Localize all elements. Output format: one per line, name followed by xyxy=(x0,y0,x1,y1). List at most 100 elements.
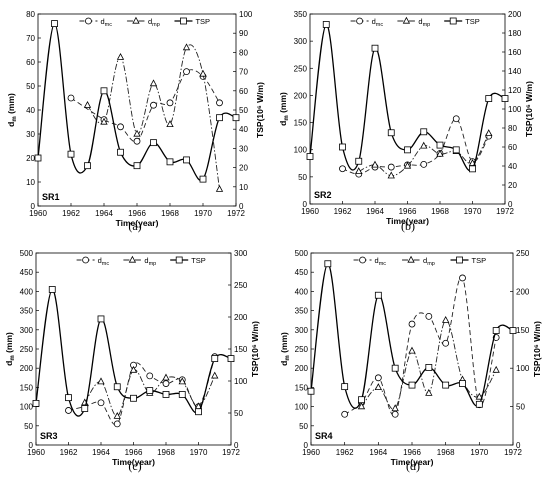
legend-label-tsp: TSP xyxy=(195,17,210,26)
x-tick-label: 1960 xyxy=(29,209,47,218)
legend-marker-TSP xyxy=(449,17,457,25)
data-point-dmp xyxy=(387,171,395,179)
data-point-TSP xyxy=(211,355,219,363)
data-point-dmp xyxy=(420,141,428,149)
data-point-TSP xyxy=(459,380,466,387)
legend: dmc dmp TSP xyxy=(79,16,210,28)
x-tick-label: 1964 xyxy=(369,448,387,457)
y-tick-label: 350 xyxy=(294,10,308,19)
y2-tick-label: 0 xyxy=(508,200,513,209)
y-tick-label: 70 xyxy=(26,34,35,43)
data-point-dmc xyxy=(166,99,174,107)
y2-tick-label: 0 xyxy=(516,441,521,450)
y2-axis-label: TSP(10⁶ W/m) xyxy=(250,321,260,377)
data-point-dmp xyxy=(357,402,366,410)
y-axis-label-unit: (mm) xyxy=(278,92,288,115)
y-tick-label: 200 xyxy=(295,364,309,373)
data-point-TSP xyxy=(178,391,186,398)
y-tick-label: 500 xyxy=(295,249,309,258)
y2-tick-label: 200 xyxy=(234,313,248,322)
y-axis-label: dm (mm) xyxy=(6,93,18,127)
data-point-dmc xyxy=(452,115,460,123)
data-point-TSP xyxy=(358,396,365,404)
series-TSP xyxy=(307,260,517,409)
data-point-dmp xyxy=(199,69,207,77)
x-tick-label: 1970 xyxy=(470,448,488,457)
y2-tick-label: 80 xyxy=(239,48,248,57)
y-axis-label-unit: (mm) xyxy=(279,332,289,355)
y2-tick-label: 200 xyxy=(516,287,530,296)
legend-label-main: d xyxy=(148,17,152,26)
data-point-dmp xyxy=(215,184,224,192)
y-axis-label-subscript: m xyxy=(285,355,291,360)
legend-marker-dmc xyxy=(356,17,364,25)
series-line-dmc xyxy=(68,356,216,426)
data-point-TSP xyxy=(420,128,428,136)
y2-tick-label: 60 xyxy=(239,87,248,96)
y-axis-label-main: d xyxy=(6,122,16,127)
series-dmc xyxy=(341,274,500,418)
y-axis-label-subscript: m xyxy=(10,355,16,360)
data-point-TSP xyxy=(322,21,330,28)
y2-tick-label: 80 xyxy=(508,124,517,133)
data-point-TSP xyxy=(195,408,202,416)
data-point-dmp xyxy=(355,167,363,175)
series-dmp xyxy=(83,43,224,192)
data-point-TSP xyxy=(117,148,124,156)
y-axis-label-main: d xyxy=(4,361,14,366)
y-tick-label: 50 xyxy=(26,82,35,91)
data-point-TSP xyxy=(133,162,141,170)
y-tick-label: 300 xyxy=(20,326,34,335)
legend-marker-TSP xyxy=(456,256,463,264)
y2-tick-label: 20 xyxy=(239,164,248,173)
data-point-TSP xyxy=(492,327,500,334)
panel-caption: (a) xyxy=(128,219,141,233)
legend-label-dmc: dmc xyxy=(100,17,112,28)
y-tick-label: 50 xyxy=(298,173,307,182)
x-tick-label: 1970 xyxy=(464,207,482,216)
legend-marker-dmp xyxy=(132,16,140,24)
data-point-TSP xyxy=(442,381,450,389)
data-point-TSP xyxy=(475,400,483,408)
data-point-dmp xyxy=(492,365,500,373)
y2-tick-label: 90 xyxy=(239,29,248,38)
x-axis-label: Time(year) xyxy=(112,457,155,467)
data-point-TSP xyxy=(216,114,223,122)
legend-label-subscript: mp xyxy=(423,22,431,28)
data-point-TSP xyxy=(452,146,460,154)
x-tick-label: 1962 xyxy=(62,209,80,218)
panel-label: SR2 xyxy=(314,190,332,200)
data-point-TSP xyxy=(130,394,137,402)
legend-label-main: d xyxy=(375,256,379,265)
data-point-dmp xyxy=(211,371,219,379)
legend-label-main: d xyxy=(372,17,376,26)
y2-tick-label: 150 xyxy=(234,345,248,354)
panel-caption: (c) xyxy=(128,459,141,473)
panel-caption: (b) xyxy=(401,219,415,233)
chart-panel-2: 1960 1962 1964 1966 1968 1970 1972050100150200… xyxy=(278,10,534,233)
y-tick-label: 450 xyxy=(295,268,309,277)
data-point-TSP xyxy=(501,95,509,102)
data-point-dmp xyxy=(129,365,138,373)
data-point-dmp xyxy=(97,377,105,385)
panel-caption: (d) xyxy=(406,459,420,473)
legend-label-main: d xyxy=(144,256,148,265)
y-tick-label: 400 xyxy=(20,287,34,296)
data-point-TSP xyxy=(227,355,235,363)
data-point-dmc xyxy=(387,163,395,171)
y-tick-label: 250 xyxy=(295,345,309,354)
data-point-TSP xyxy=(81,405,89,412)
y-tick-label: 100 xyxy=(294,146,308,155)
x-tick-label: 1968 xyxy=(437,448,455,457)
y2-axis-label: TSP(10⁶ W/m) xyxy=(532,321,542,377)
y2-tick-label: 100 xyxy=(239,10,253,19)
data-point-dmp xyxy=(133,129,141,137)
data-point-TSP xyxy=(408,381,416,389)
data-point-dmc xyxy=(133,137,141,145)
data-point-TSP xyxy=(150,139,157,147)
data-point-dmc xyxy=(183,68,190,75)
data-point-dmc xyxy=(150,101,157,109)
data-point-dmc xyxy=(408,320,416,328)
y2-tick-label: 150 xyxy=(516,326,530,335)
